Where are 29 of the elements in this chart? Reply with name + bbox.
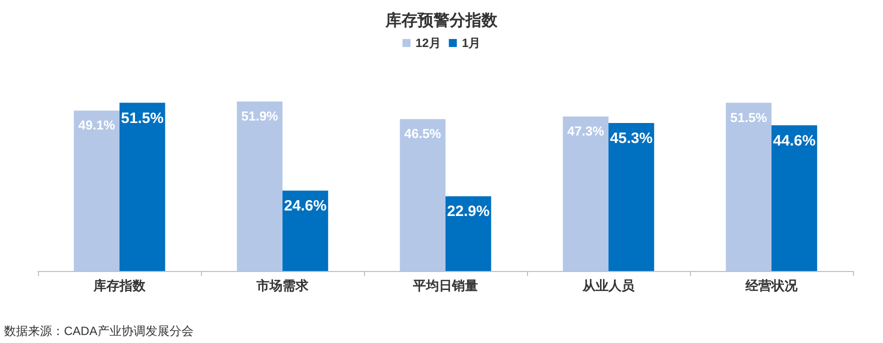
bar xyxy=(74,110,120,271)
bar xyxy=(400,119,446,271)
bar xyxy=(772,125,818,271)
bar xyxy=(446,196,492,271)
data-label: 51.5% xyxy=(121,110,164,127)
data-label: 22.9% xyxy=(447,203,490,220)
legend-label: 1月 xyxy=(462,36,481,50)
x-tick-label: 经营状况 xyxy=(744,278,798,293)
bar xyxy=(120,102,166,271)
data-label: 47.3% xyxy=(567,123,605,138)
bar xyxy=(282,190,328,271)
chart-title: 库存预警分指数 xyxy=(384,12,498,30)
x-tick-label: 平均日销量 xyxy=(412,278,478,293)
legend-label: 12月 xyxy=(415,36,441,50)
x-tick-label: 市场需求 xyxy=(256,278,310,293)
data-label: 51.5% xyxy=(730,110,768,125)
bar xyxy=(236,101,282,271)
x-tick-label: 从业人员 xyxy=(582,278,636,293)
bar xyxy=(608,123,654,271)
data-label: 49.1% xyxy=(78,118,116,133)
data-label: 44.6% xyxy=(773,132,816,150)
data-label: 51.9% xyxy=(241,108,279,124)
data-label: 24.6% xyxy=(284,198,327,215)
source-note: 数据来源：CADA产业协调发展分会 xyxy=(4,324,194,338)
bar xyxy=(726,102,772,271)
bar xyxy=(562,116,608,271)
data-label: 45.3% xyxy=(610,130,653,148)
x-tick-label: 库存指数 xyxy=(92,278,146,293)
data-label: 46.5% xyxy=(404,126,442,142)
